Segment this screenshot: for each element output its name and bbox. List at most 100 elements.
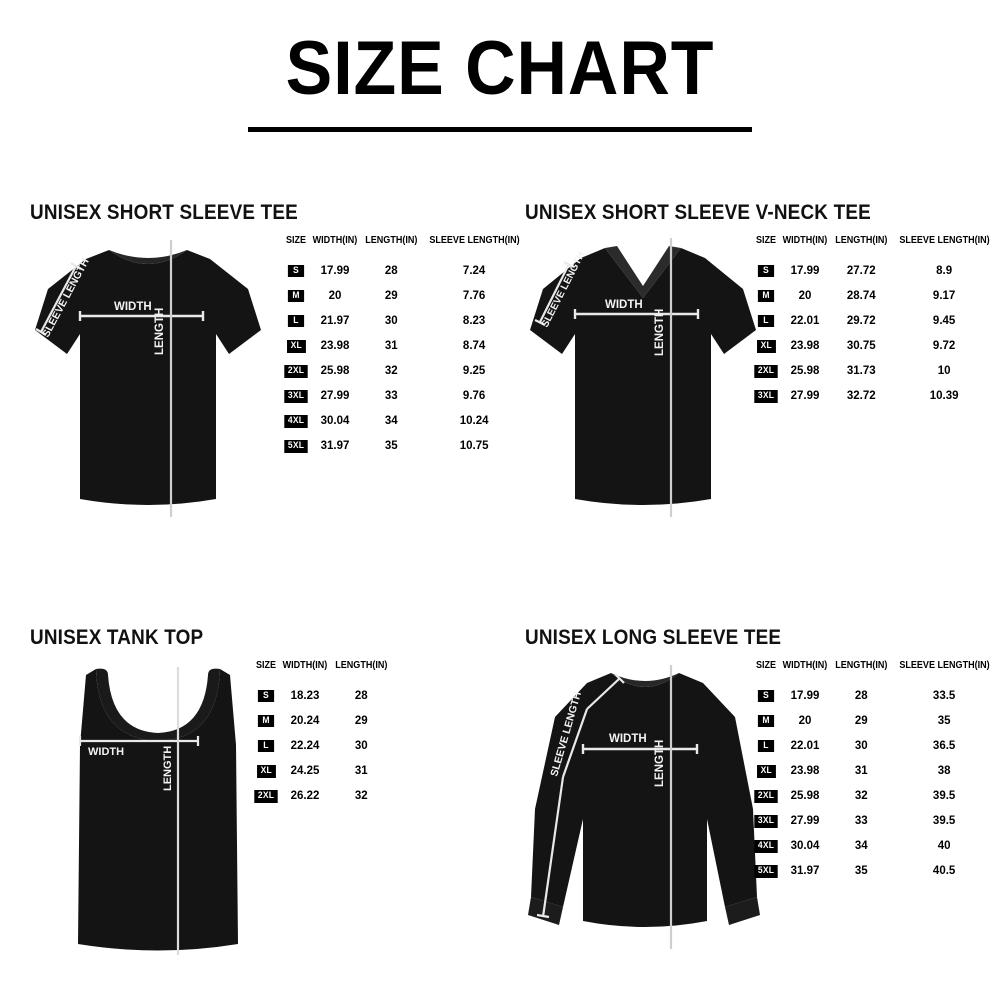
table-row: M 20 29 35 [753,708,997,733]
cell-length: 30 [354,739,368,752]
cell-length: 30.75 [846,339,876,352]
left-cuff [528,897,563,925]
sleeve-cap-bottom [35,328,47,336]
vneck-collar [605,246,681,298]
col-width: WIDTH(IN) [782,234,828,246]
long-sleeve-tee-illustration: WIDTH LENGTH SLEEVE LENGTH [528,665,760,949]
cell-size: M [283,283,309,308]
cell-width: 31.97 [320,440,350,453]
table-row: XL 23.98 30.75 9.72 [753,333,997,358]
table-row: XL 23.98 31 8.74 [283,333,527,358]
section-heading: UNISEX TANK TOP [30,625,204,649]
cell-width: 31.97 [790,865,820,878]
cell-width: 20.24 [290,714,320,727]
cell-sleeve: 7.76 [462,289,486,302]
cell-width: 17.99 [320,264,350,277]
cell-sleeve: 10.39 [929,390,959,403]
table-header-row: SIZE WIDTH(IN) LENGTH(IN) SLEEVE LENGTH(… [283,234,527,258]
cell-length: 29.72 [846,314,876,327]
cell-length: 27.72 [846,264,876,277]
cell-length: 33 [384,390,398,403]
cell-width: 17.99 [790,264,820,277]
size-badge: L [257,739,275,753]
col-length: LENGTH(IN) [335,659,388,671]
cell-size: XL [753,758,779,783]
cell-width: 21.97 [320,314,350,327]
table-header-row: SIZE WIDTH(IN) LENGTH(IN) [253,659,392,683]
long-sleeve-collar [611,673,679,687]
cell-size: S [253,683,279,708]
cell-width: 27.99 [790,815,820,828]
cell-length: 29 [384,289,398,302]
table-header-row: SIZE WIDTH(IN) LENGTH(IN) SLEEVE LENGTH(… [753,234,997,258]
cell-width: 30.04 [320,415,350,428]
section-unisex-short-sleeve-v-neck-tee: UNISEX SHORT SLEEVE V-NECK TEE WIDTH LEN… [525,200,989,517]
cell-sleeve: 10 [937,364,951,377]
cell-length: 35 [854,865,868,878]
col-size: SIZE [755,234,777,246]
section-unisex-tank-top: UNISEX TANK TOP WIDTH LENGTH SIZE [30,625,387,955]
cell-size: 2XL [253,783,279,808]
cell-length: 28 [354,689,368,702]
size-badge: M [257,714,275,728]
length-label: LENGTH [654,740,666,787]
col-size: SIZE [755,659,777,671]
size-badge: XL [256,765,276,778]
size-badge: S [757,689,775,703]
size-badge: 3XL [284,390,308,403]
cell-length: 35 [384,440,398,453]
cell-size: 2XL [753,783,779,808]
garment-short-sleeve-tee: WIDTH LENGTH SLEEVE LENGTH [30,234,266,524]
size-badge: XL [756,340,776,353]
section-heading: UNISEX SHORT SLEEVE TEE [30,200,298,224]
garment-tank-top: WIDTH LENGTH [58,659,258,959]
table-row: S 17.99 28 7.24 [283,258,527,283]
table-row: XL 23.98 31 38 [753,758,997,783]
table-row: 4XL 30.04 34 10.24 [283,409,527,434]
tank-neck-opening [96,668,220,741]
cell-size: M [753,283,779,308]
cell-length: 28.74 [846,289,876,302]
cell-width: 23.98 [320,339,350,352]
table-row: L 22.24 30 [253,733,392,758]
cell-sleeve: 8.23 [462,314,486,327]
size-badge: M [757,714,775,728]
section-unisex-short-sleeve-tee: UNISEX SHORT SLEEVE TEE WIDTH LENGTH [30,200,519,517]
table-row: S 17.99 27.72 8.9 [753,258,997,283]
size-badge: 2XL [254,790,278,803]
tank-body-shape [78,669,238,951]
length-label: LENGTH [162,746,174,791]
table-row: L 22.01 30 36.5 [753,733,997,758]
sleeve-measure-line-upper [586,678,620,710]
cell-width: 22.01 [790,739,820,752]
table-row: M 20 29 7.76 [283,283,527,308]
cell-size: XL [253,758,279,783]
size-badge: 4XL [754,840,778,853]
width-label: WIDTH [88,746,124,758]
cell-width: 26.22 [290,789,320,802]
cell-width: 23.98 [790,339,820,352]
cell-size: L [753,733,779,758]
cell-size: S [753,683,779,708]
cell-length: 29 [354,714,368,727]
cell-length: 28 [384,264,398,277]
col-sleeve-length: SLEEVE LENGTH(IN) [898,659,990,671]
right-cuff [725,897,760,925]
cell-width: 30.04 [790,840,820,853]
garment-v-neck-tee: WIDTH LENGTH SLEEVE LENGTH [525,234,761,524]
size-badge: S [287,264,305,278]
sleeve-measure-line [539,263,570,323]
col-width: WIDTH(IN) [282,659,328,671]
cell-size: L [753,308,779,333]
cell-size: 4XL [283,409,309,434]
width-label: WIDTH [605,299,643,311]
col-size: SIZE [255,659,277,671]
cell-sleeve: 35 [937,714,951,727]
cell-sleeve: 7.24 [462,264,486,277]
cell-length: 31.73 [846,364,876,377]
cell-sleeve: 9.45 [932,314,956,327]
table-unisex-long-sleeve-tee: SIZE WIDTH(IN) LENGTH(IN) SLEEVE LENGTH(… [753,659,997,884]
sleeve-cap-bottom [536,913,550,919]
cell-size: 3XL [283,383,309,408]
